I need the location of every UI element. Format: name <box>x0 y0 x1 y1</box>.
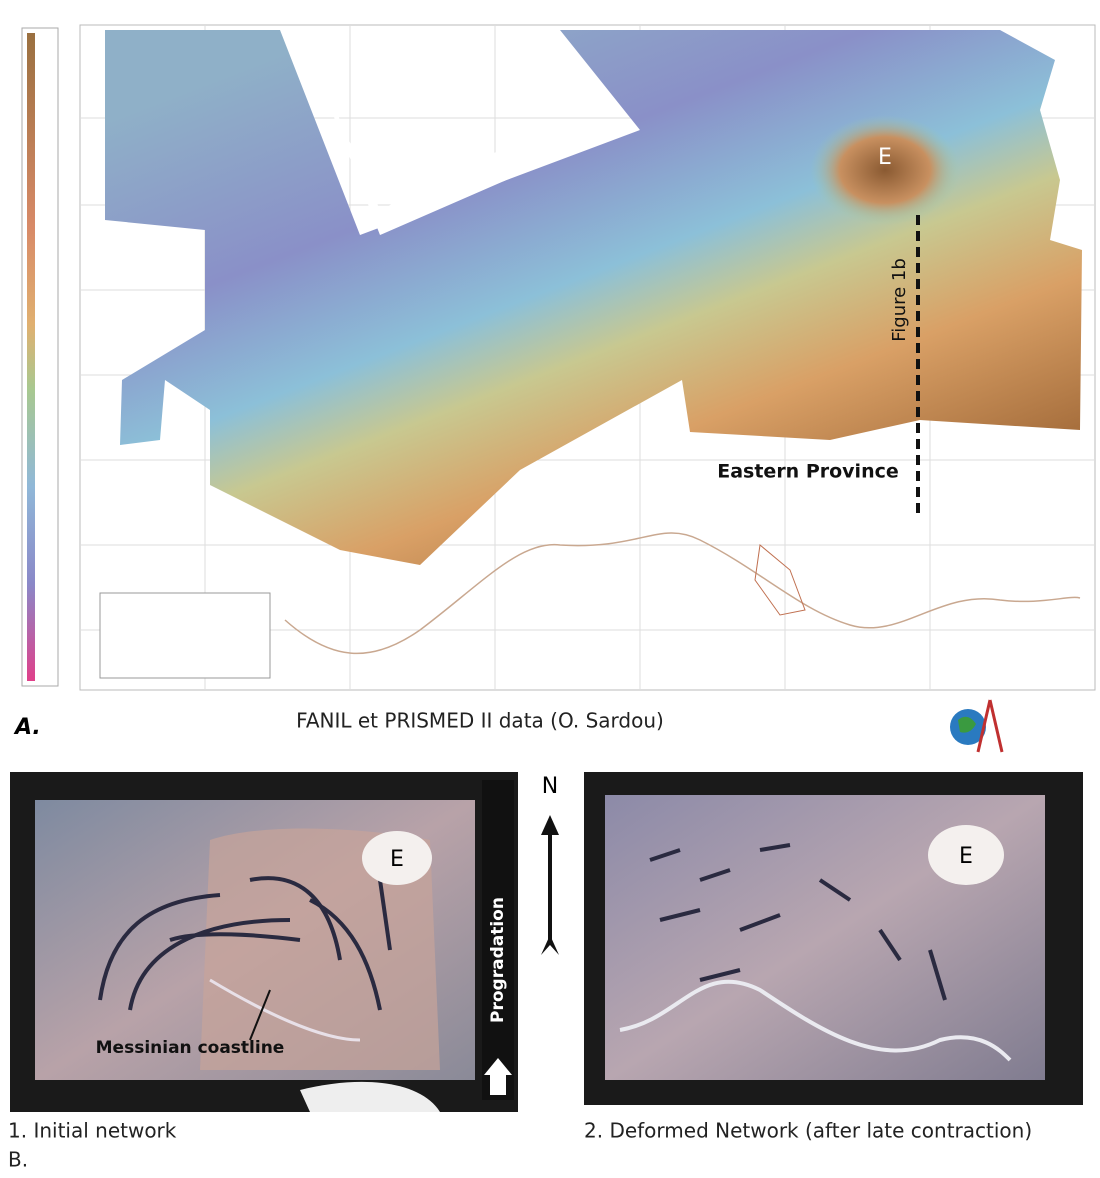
map-label: Figure 1b <box>889 258 910 342</box>
caption: 2. Deformed Network (after late contract… <box>584 1119 1032 1143</box>
photo-label: Progradation <box>488 897 508 1023</box>
color-scale <box>27 33 35 681</box>
map-label: Eastern Province <box>717 461 899 483</box>
logo <box>950 700 1002 752</box>
caption: 1. Initial network <box>8 1119 177 1143</box>
figure: E Figure 1b Eastern Province A. FANIL et… <box>0 0 1100 1174</box>
photo-label: Messinian coastline <box>96 1038 285 1058</box>
north-arrowhead <box>541 815 559 835</box>
map-label: E <box>878 145 892 170</box>
north-label: N <box>542 774 558 799</box>
caption: FANIL et PRISMED II data (O. Sardou) <box>296 709 664 733</box>
photo-label: E <box>959 844 973 869</box>
panel-label: A. <box>13 715 41 740</box>
map-legend-box <box>100 593 270 678</box>
photo-label: E <box>390 847 404 872</box>
north-arrow-tail <box>541 935 559 955</box>
panel-label: B. <box>8 1148 28 1172</box>
seamount <box>810 115 960 225</box>
